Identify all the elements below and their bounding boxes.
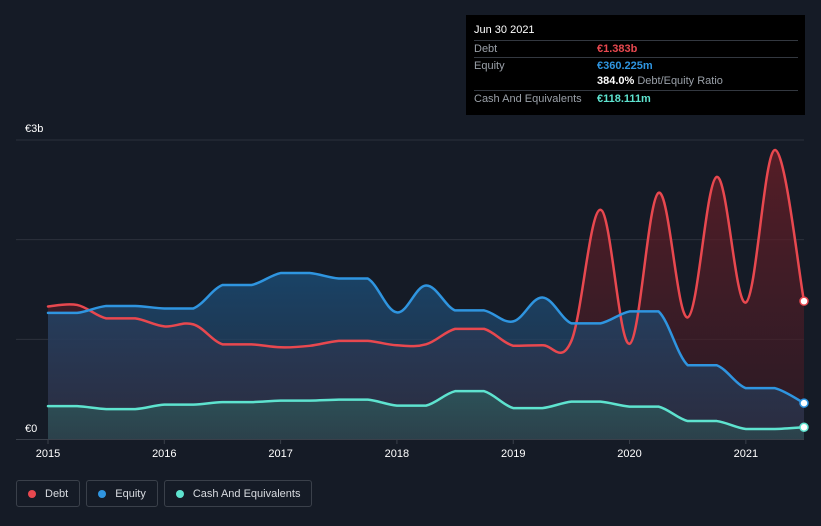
equity-line	[46, 271, 806, 405]
tooltip-row-debt: Debt €1.383b	[474, 40, 798, 57]
tooltip-panel: Jun 30 2021 Debt €1.383b Equity €360.225…	[466, 15, 805, 115]
x-tick-label: 2018	[385, 448, 409, 460]
tooltip-cash-label: Cash And Equivalents	[474, 93, 582, 105]
x-tick-label: 2015	[36, 448, 60, 460]
tooltip-cash-value: €118.111m	[597, 93, 651, 105]
tooltip-equity-value: €360.225m	[597, 60, 653, 72]
y-tick-label: €0	[25, 423, 37, 435]
tooltip-ratio: 384.0% Debt/Equity Ratio	[597, 75, 723, 87]
x-tick-label: 2021	[734, 448, 758, 460]
x-tick-label: 2019	[501, 448, 525, 460]
equity-end-marker[interactable]	[799, 398, 809, 408]
axis-layer: €0 €3b 2015 2016 2017 2018 2019 2020 2021	[25, 123, 758, 460]
tooltip-row-equity: Equity €360.225m	[474, 57, 798, 74]
cash-dot-icon	[175, 489, 184, 498]
legend-cash-label: Cash And Equivalents	[192, 487, 301, 500]
tooltip-ratio-label: Debt/Equity Ratio	[637, 75, 723, 87]
debt-dot-icon	[28, 489, 36, 498]
legend-equity-label: Equity	[115, 487, 146, 500]
debt-end-marker[interactable]	[799, 296, 809, 306]
x-tick-label: 2017	[268, 448, 292, 460]
tooltip-ratio-value: 384.0%	[597, 75, 635, 87]
tooltip-debt-label: Debt	[474, 43, 498, 55]
legend-item-cash[interactable]: Cash And Equivalents	[163, 480, 313, 507]
chart-legend: Debt Equity Cash And Equivalents	[16, 480, 313, 507]
tooltip-row-ratio: 384.0% Debt/Equity Ratio	[474, 73, 798, 89]
tooltip-date: Jun 30 2021	[474, 24, 535, 36]
equity-dot-icon	[98, 489, 107, 498]
debt-line	[46, 148, 806, 354]
cash-line	[46, 389, 806, 431]
x-tick-label: 2016	[152, 448, 176, 460]
cash-end-marker[interactable]	[799, 422, 809, 432]
tooltip-equity-label: Equity	[474, 60, 505, 72]
equity-area	[48, 273, 804, 439]
tooltip-row-cash: Cash And Equivalents €118.111m	[474, 90, 798, 107]
legend-item-equity[interactable]: Equity	[86, 480, 158, 507]
x-tick-label: 2020	[617, 448, 641, 460]
tooltip-debt-value: €1.383b	[597, 43, 638, 55]
marker-layer	[799, 296, 809, 432]
line-layer	[46, 148, 806, 431]
legend-debt-label: Debt	[45, 487, 69, 500]
legend-item-debt[interactable]: Debt	[16, 480, 81, 507]
area-layer	[48, 149, 804, 439]
y-tick-label: €3b	[25, 123, 43, 135]
